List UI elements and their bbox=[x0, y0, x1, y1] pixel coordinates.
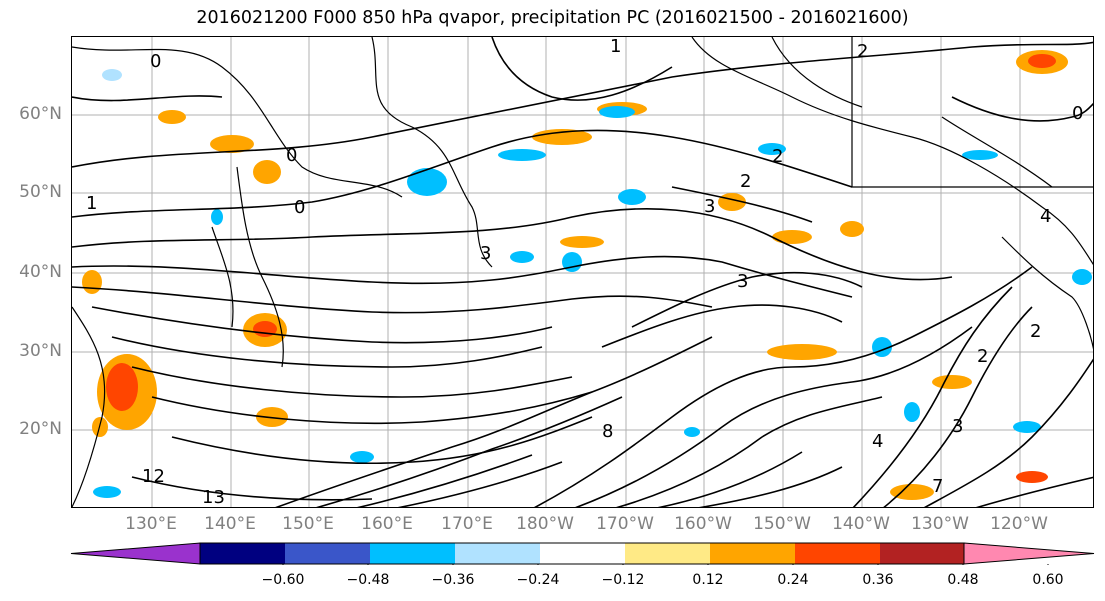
colorbar-swatch bbox=[200, 543, 285, 564]
colorbar-swatch bbox=[880, 543, 965, 564]
colorbar-tick-label: 0.48 bbox=[947, 572, 979, 588]
precip-patch bbox=[772, 230, 812, 244]
precip-patch bbox=[560, 236, 604, 248]
colorbar-swatch bbox=[625, 543, 710, 564]
lat-label: 50°N bbox=[19, 182, 62, 202]
contour-label: 0 bbox=[286, 145, 297, 166]
lon-label: 150°W bbox=[753, 514, 811, 534]
colorbar-swatch bbox=[370, 543, 455, 564]
qvapor-contours bbox=[72, 37, 1093, 507]
precip-patch bbox=[599, 106, 635, 118]
contour-label: 3 bbox=[704, 196, 715, 217]
colorbar-swatch bbox=[455, 543, 540, 564]
precip-patch bbox=[890, 484, 934, 500]
lat-label: 60°N bbox=[19, 104, 62, 124]
contour-label: 4 bbox=[872, 431, 883, 452]
contour-label: 0 bbox=[294, 197, 305, 218]
contour-label: 0 bbox=[150, 51, 161, 72]
precip-patch bbox=[253, 160, 281, 184]
lon-label: 180°W bbox=[516, 514, 574, 534]
colorbar-swatch bbox=[71, 543, 200, 564]
colorbar-tick-label: 0.24 bbox=[777, 572, 809, 588]
colorbar-tick-label: −0.24 bbox=[516, 572, 560, 588]
contour-label: 13 bbox=[202, 487, 225, 508]
colorbar-tick-label: 0.12 bbox=[692, 572, 724, 588]
colorbar-swatch bbox=[540, 543, 625, 564]
contour-label: 2 bbox=[740, 171, 751, 192]
contour-label: 1 bbox=[86, 193, 97, 214]
contour-label: 2 bbox=[977, 346, 988, 367]
lon-label: 150°E bbox=[282, 514, 334, 534]
lon-label: 130°W bbox=[911, 514, 969, 534]
contour-label: 7 bbox=[932, 476, 943, 497]
precip-patch bbox=[767, 344, 837, 360]
colorbar-swatch bbox=[285, 543, 370, 564]
precip-patch bbox=[510, 251, 534, 263]
contour-label: 4 bbox=[1040, 206, 1051, 227]
precip-patch bbox=[407, 168, 447, 196]
precip-patches bbox=[82, 50, 1092, 500]
precip-patch bbox=[82, 270, 102, 294]
contour-label: 2 bbox=[1030, 321, 1041, 342]
map-panel[interactable]: 0 0 0 0 1 1 2 2 2 2 2 3 3 3 3 4 4 7 8 12… bbox=[71, 36, 1094, 508]
precip-patch bbox=[962, 150, 998, 160]
lon-label: 120°W bbox=[990, 514, 1048, 534]
lon-label: 130°E bbox=[125, 514, 177, 534]
precip-patch bbox=[211, 209, 223, 225]
lat-label: 20°N bbox=[19, 419, 62, 439]
precip-patch bbox=[562, 252, 582, 272]
lat-label: 40°N bbox=[19, 262, 62, 282]
lon-label: 160°E bbox=[361, 514, 413, 534]
precip-patch bbox=[1072, 269, 1092, 285]
contour-label: 8 bbox=[602, 421, 613, 442]
colorbar-swatch bbox=[964, 543, 1094, 564]
precip-patch bbox=[350, 451, 374, 463]
contour-label: 12 bbox=[142, 466, 165, 487]
colorbar-swatch bbox=[710, 543, 795, 564]
colorbar-tick-label: 0.60 bbox=[1032, 572, 1064, 588]
precip-patch bbox=[904, 402, 920, 422]
lat-label: 30°N bbox=[19, 341, 62, 361]
precip-patch bbox=[618, 189, 646, 205]
precip-patch bbox=[1028, 54, 1056, 68]
precip-patch bbox=[158, 110, 186, 124]
precip-patch bbox=[1016, 471, 1048, 483]
map-canvas: 0 0 0 0 1 1 2 2 2 2 2 3 3 3 3 4 4 7 8 12… bbox=[72, 37, 1093, 508]
lon-label: 140°E bbox=[204, 514, 256, 534]
precip-patch bbox=[758, 143, 786, 155]
lon-label: 140°W bbox=[832, 514, 890, 534]
lon-label: 170°E bbox=[441, 514, 493, 534]
lon-label: 160°W bbox=[674, 514, 732, 534]
contour-label: 1 bbox=[610, 37, 621, 57]
precip-patch bbox=[684, 427, 700, 437]
contour-label: 3 bbox=[737, 271, 748, 292]
contour-label-group: 0 0 0 0 1 1 2 2 2 2 2 3 3 3 3 4 4 7 8 12… bbox=[86, 37, 1083, 508]
colorbar-swatch bbox=[795, 543, 880, 564]
colorbar-tick-label: −0.36 bbox=[431, 572, 475, 588]
map-title: 2016021200 F000 850 hPa qvapor, precipit… bbox=[196, 8, 909, 28]
contour-label: 3 bbox=[952, 416, 963, 437]
graticule bbox=[72, 37, 1093, 507]
precip-patch bbox=[498, 149, 546, 161]
precip-patch bbox=[1013, 421, 1041, 433]
contour-label: 0 bbox=[1072, 103, 1083, 124]
colorbar-tick-label: −0.48 bbox=[346, 572, 390, 588]
colorbar-tick-label: −0.12 bbox=[601, 572, 645, 588]
lon-label: 170°W bbox=[596, 514, 654, 534]
contour-label: 3 bbox=[480, 243, 491, 264]
precip-patch bbox=[840, 221, 864, 237]
precip-patch bbox=[102, 69, 122, 81]
precip-patch bbox=[106, 363, 138, 411]
precip-patch bbox=[932, 375, 972, 389]
colorbar-tick-label: −0.60 bbox=[261, 572, 305, 588]
contour-label: 2 bbox=[772, 146, 783, 167]
precip-patch bbox=[210, 135, 254, 153]
contour-label: 2 bbox=[857, 41, 868, 62]
colorbar-tick-label: 0.36 bbox=[862, 572, 894, 588]
colorbar bbox=[70, 542, 1095, 565]
precip-patch bbox=[93, 486, 121, 498]
precip-patch bbox=[532, 129, 592, 145]
